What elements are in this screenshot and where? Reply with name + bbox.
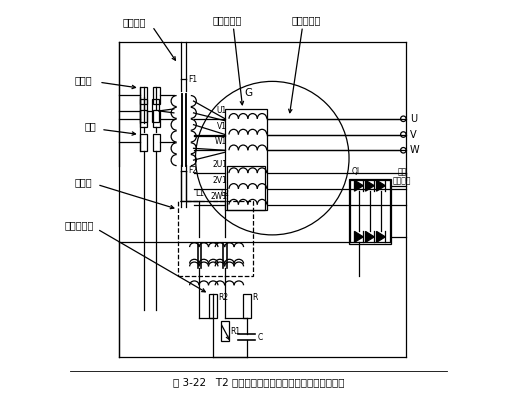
Bar (209, 294, 217, 318)
Bar (221, 322, 229, 341)
Text: 整流桥组: 整流桥组 (393, 176, 412, 185)
Text: 2W1: 2W1 (210, 192, 227, 201)
Text: 2V1: 2V1 (212, 176, 227, 185)
Bar (227, 166, 265, 210)
Text: 图 3-22   T2 系列双绕组电抗分流交流发电机原理电路: 图 3-22 T2 系列双绕组电抗分流交流发电机原理电路 (173, 378, 344, 387)
Text: 集电环: 集电环 (74, 75, 92, 85)
Text: F2: F2 (188, 166, 197, 175)
Text: R: R (252, 293, 257, 302)
Polygon shape (355, 180, 363, 191)
Bar (178, 201, 253, 276)
Text: L2: L2 (221, 189, 230, 198)
Text: F1: F1 (188, 75, 197, 84)
Text: C: C (257, 333, 263, 342)
Text: 分流变阻器: 分流变阻器 (65, 220, 94, 230)
Bar (153, 134, 160, 151)
Text: V1: V1 (217, 122, 227, 131)
Polygon shape (376, 231, 385, 243)
Text: QL: QL (352, 167, 361, 177)
Polygon shape (366, 231, 374, 243)
Text: U1: U1 (217, 106, 227, 115)
Text: 定子副绕组: 定子副绕组 (291, 15, 321, 25)
Bar (152, 100, 159, 122)
Bar (153, 110, 160, 128)
Text: G: G (245, 88, 253, 98)
Bar (140, 87, 147, 104)
Text: 2U1: 2U1 (212, 160, 227, 169)
Text: R2: R2 (218, 293, 229, 302)
Bar (140, 110, 147, 128)
Bar (140, 100, 147, 122)
Text: R1: R1 (230, 327, 240, 336)
Text: U: U (410, 114, 417, 124)
Bar (140, 134, 147, 151)
Text: W1: W1 (215, 137, 227, 146)
Bar (225, 109, 267, 211)
Bar (243, 294, 251, 318)
Text: 电抗器: 电抗器 (74, 177, 92, 187)
Text: V: V (410, 130, 417, 139)
Text: 滑环: 滑环 (84, 122, 96, 132)
Bar (153, 87, 160, 104)
Text: 转子绕组: 转子绕组 (123, 17, 146, 27)
Text: 三相: 三相 (398, 167, 407, 177)
Polygon shape (366, 180, 374, 191)
Text: 定子主绕组: 定子主绕组 (212, 15, 242, 25)
Bar (349, 179, 391, 244)
Polygon shape (355, 231, 363, 243)
Text: W: W (410, 145, 420, 155)
Polygon shape (376, 180, 385, 191)
Text: L1: L1 (195, 189, 204, 198)
